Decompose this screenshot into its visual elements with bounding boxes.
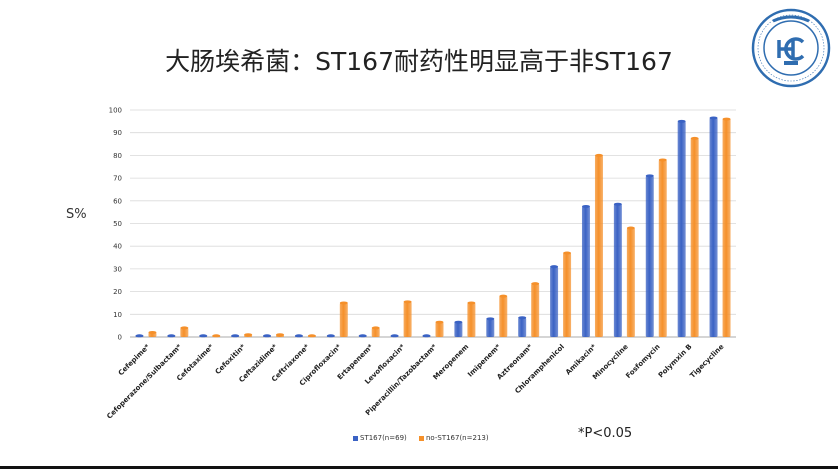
bar: [550, 266, 559, 337]
bar-top: [422, 334, 431, 338]
bar: [722, 119, 731, 337]
bar: [403, 301, 412, 337]
bar-top: [135, 334, 144, 338]
bar-top: [613, 202, 622, 206]
bar-top: [326, 334, 335, 338]
y-tick-label: 80: [113, 152, 122, 160]
bar-top: [358, 334, 367, 338]
bar-top: [148, 330, 157, 334]
bar: [626, 228, 635, 337]
bar-top: [231, 334, 240, 338]
significance-footnote: *P<0.05: [578, 426, 633, 441]
bar-top: [263, 334, 272, 338]
bar-top: [390, 334, 399, 338]
bar: [563, 253, 572, 337]
bar-top: [722, 117, 731, 121]
bar-top: [180, 326, 189, 330]
bar-top: [677, 119, 686, 123]
bar: [180, 327, 189, 337]
x-category-label: Fosfomycin: [624, 343, 661, 380]
bar: [499, 296, 508, 337]
y-tick-label: 50: [113, 220, 122, 228]
y-tick-label: 10: [113, 311, 122, 319]
x-category-label: Cefepime*: [117, 343, 152, 378]
bar-top: [339, 301, 348, 305]
bar: [581, 206, 590, 337]
bar: [677, 121, 686, 337]
bar-top: [467, 301, 476, 305]
bar-top: [626, 226, 635, 230]
bar-top: [531, 282, 540, 286]
x-category-label: Piperacillin/Tazobactam*: [364, 343, 439, 418]
legend-label-st167: ST167(n=69): [360, 434, 407, 442]
bar-top: [199, 334, 208, 338]
bar: [486, 318, 495, 337]
legend-swatch-no-st167: [419, 435, 424, 441]
bar-top: [645, 174, 654, 178]
y-tick-label: 100: [109, 107, 122, 115]
bar-top: [550, 265, 559, 269]
y-tick-label: 70: [113, 175, 122, 183]
bar-top: [658, 158, 667, 162]
bar: [658, 159, 667, 337]
bar-top: [371, 326, 380, 330]
x-category-label: Cefoxitin*: [214, 343, 248, 377]
bar: [645, 175, 654, 337]
bar-top: [435, 320, 444, 324]
bar: [531, 283, 540, 337]
y-tick-label: 90: [113, 129, 122, 137]
bar: [709, 117, 718, 337]
hospital-seal-logo: [751, 8, 831, 88]
y-tick-label: 30: [113, 265, 122, 273]
legend-item-no-st167: no-ST167(n=213): [419, 434, 489, 442]
bar: [613, 204, 622, 337]
bar-top: [276, 333, 285, 337]
y-tick-label: 60: [113, 197, 122, 205]
legend-swatch-st167: [353, 435, 358, 441]
chart-legend: ST167(n=69) no-ST167(n=213): [353, 434, 499, 442]
bar-top: [518, 316, 527, 320]
legend-item-st167: ST167(n=69): [353, 434, 407, 442]
x-category-label: Tigecycline: [688, 343, 725, 380]
bar: [371, 327, 380, 337]
bar-top: [307, 334, 316, 338]
bar-top: [244, 333, 253, 337]
bar: [435, 322, 444, 337]
x-category-label: Amikacin*: [564, 343, 598, 377]
bar: [454, 322, 463, 337]
bar: [339, 302, 348, 337]
bar: [690, 138, 699, 337]
bar-top: [403, 300, 412, 304]
bar-top: [294, 334, 303, 338]
bar-top: [690, 136, 699, 140]
bar: [518, 317, 527, 337]
y-axis-label: S%: [66, 207, 87, 222]
bar-top: [594, 153, 603, 157]
bar-top: [563, 251, 572, 255]
bar-top: [709, 116, 718, 120]
legend-label-no-st167: no-ST167(n=213): [426, 434, 489, 442]
bar-top: [486, 317, 495, 321]
bottom-rule: [0, 466, 838, 469]
y-tick-label: 40: [113, 243, 122, 251]
bar-top: [454, 320, 463, 324]
bar: [594, 155, 603, 337]
slide-title: 大肠埃希菌：ST167耐药性明显高于非ST167: [165, 47, 673, 76]
bar: [467, 302, 476, 337]
bar-top: [499, 294, 508, 298]
y-tick-label: 20: [113, 288, 122, 296]
y-tick-label: 0: [118, 334, 122, 342]
bar-top: [212, 334, 221, 338]
bar-top: [167, 334, 176, 338]
bar-top: [581, 204, 590, 208]
